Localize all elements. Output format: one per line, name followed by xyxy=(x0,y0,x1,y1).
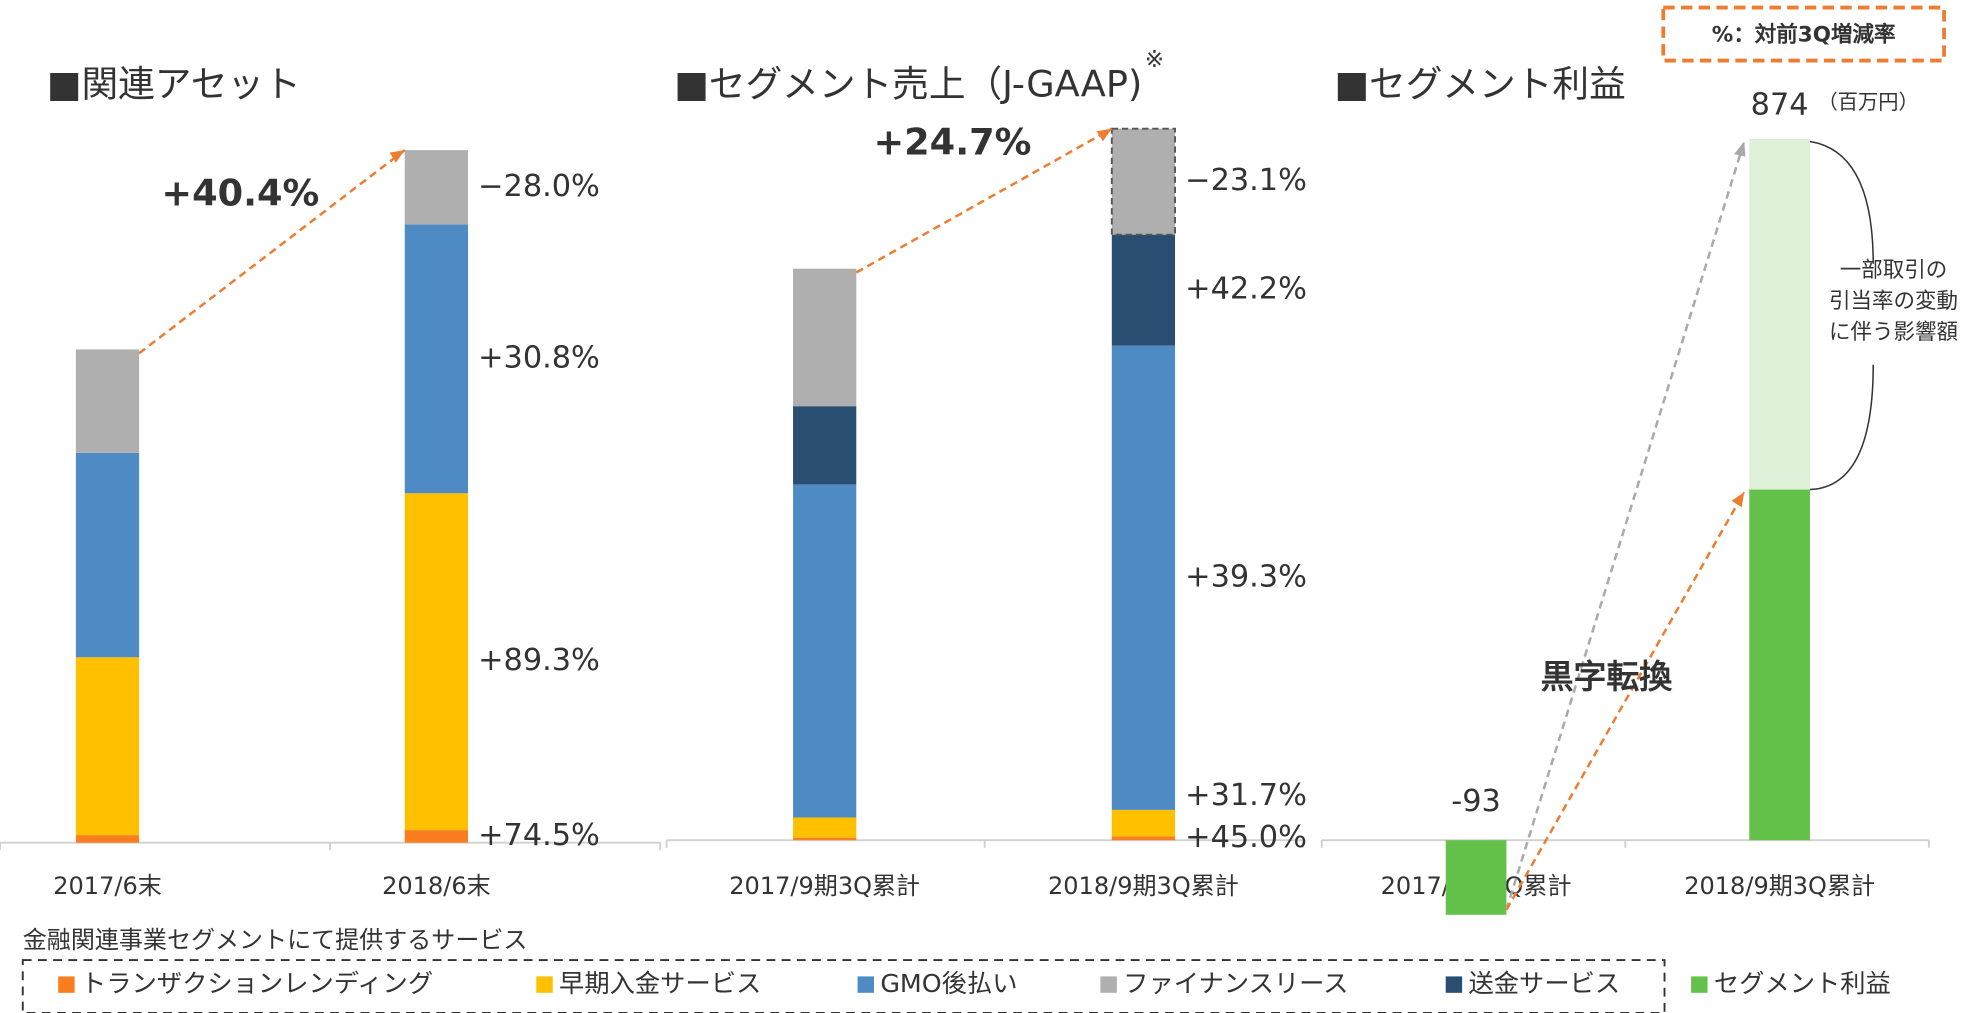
change-label: +42.2% xyxy=(1185,272,1307,307)
change-label: +31.7% xyxy=(1185,778,1307,813)
bracket xyxy=(1809,140,1874,491)
annotation: 黒字転換 xyxy=(1541,658,1674,696)
bar-segment xyxy=(404,493,468,831)
bar-segment xyxy=(793,817,857,838)
x-tick-label: 2018/9期3Q累計 xyxy=(1684,872,1875,900)
legend-label: 早期入金サービス xyxy=(559,969,761,998)
x-tick-label: 2018/6末 xyxy=(382,872,491,900)
chart-title: ■関連アセット xyxy=(47,62,301,105)
bar-segment xyxy=(404,224,468,494)
change-label: +39.3% xyxy=(1185,559,1307,594)
segment-outline xyxy=(1110,127,1176,236)
legend-label: トランザクションレンディング xyxy=(81,969,433,998)
x-tick-label: 2017/9期3Q累計 xyxy=(729,872,920,900)
change-label: +30.8% xyxy=(478,340,600,375)
arrow-head xyxy=(1734,141,1746,157)
bracket-label: 一部取引の xyxy=(1840,258,1947,283)
growth-label: +40.4% xyxy=(161,171,319,214)
note-box xyxy=(1661,5,1946,63)
bar-segment xyxy=(75,657,140,836)
change-label: +89.3% xyxy=(478,643,600,678)
legend-label: 送金サービス xyxy=(1468,969,1620,998)
bar-segment xyxy=(1445,840,1507,915)
bar-segment xyxy=(1749,138,1810,490)
bar-segment xyxy=(793,484,857,818)
change-label: +45.0% xyxy=(1185,820,1307,855)
bar-segment xyxy=(75,835,140,843)
legend-label: ファイナンスリース xyxy=(1123,969,1348,998)
legend-box xyxy=(21,959,1666,1013)
bar-segment xyxy=(793,837,857,841)
bar-segment xyxy=(793,268,857,407)
bar-segment xyxy=(75,452,140,658)
change-label: +74.5% xyxy=(478,818,600,853)
chart-title: ■セグメント売上（J-GAAP) xyxy=(674,62,1142,105)
bar-segment xyxy=(793,406,857,485)
x-tick-label: 2017/6末 xyxy=(53,872,162,900)
growth-arrow xyxy=(138,149,406,355)
bar-segment xyxy=(1111,836,1176,841)
bar-segment xyxy=(404,830,468,843)
bracket-label: 引当率の変動 xyxy=(1829,289,1958,314)
growth-arrow xyxy=(855,127,1113,274)
unit-label: （百万円） xyxy=(1818,90,1919,114)
bar-segment xyxy=(1111,234,1176,346)
bar-segment xyxy=(1749,489,1810,841)
legend-swatch xyxy=(857,976,875,993)
bracket-label: に伴う影響額 xyxy=(1829,320,1958,345)
change-label: −23.1% xyxy=(1185,163,1307,198)
x-tick-label: 2018/9期3Q累計 xyxy=(1048,872,1239,900)
arrow-head xyxy=(1096,128,1112,142)
legend-label: GMO後払い xyxy=(880,969,1017,998)
legend-swatch xyxy=(1691,976,1708,993)
bar-segment xyxy=(1111,128,1176,235)
total-arrow xyxy=(1505,141,1746,911)
arrow-head xyxy=(389,150,405,163)
bar-segment xyxy=(1111,345,1176,810)
legend-caption: 金融関連事業セグメントにて提供するサービス xyxy=(23,926,528,954)
title-mark: ※ xyxy=(1145,47,1164,73)
legend-swatch xyxy=(536,976,553,993)
legend-label: セグメント利益 xyxy=(1714,969,1891,998)
legend-swatch xyxy=(1445,976,1463,993)
growth-label: +24.7% xyxy=(873,120,1031,163)
chart-title: ■セグメント利益 xyxy=(1334,62,1625,105)
total-label: 874 xyxy=(1751,88,1809,123)
note-text: %：対前3Q増減率 xyxy=(1712,21,1896,47)
bar-segment xyxy=(75,349,140,453)
total-label: -93 xyxy=(1451,784,1501,819)
bar-segment xyxy=(404,150,468,225)
arrow-head xyxy=(1731,492,1745,508)
profit-arrow xyxy=(1505,491,1746,911)
bar-segment xyxy=(1111,809,1176,837)
legend-swatch xyxy=(1100,976,1117,993)
change-label: −28.0% xyxy=(478,169,600,204)
legend-swatch xyxy=(58,976,75,993)
